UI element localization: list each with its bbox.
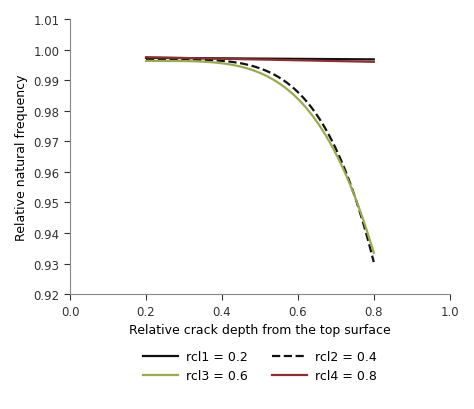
X-axis label: Relative crack depth from the top surface: Relative crack depth from the top surfac…	[129, 324, 391, 336]
Y-axis label: Relative natural frequency: Relative natural frequency	[15, 74, 28, 240]
Legend: rcl1 = 0.2, rcl3 = 0.6, rcl2 = 0.4, rcl4 = 0.8: rcl1 = 0.2, rcl3 = 0.6, rcl2 = 0.4, rcl4…	[143, 350, 377, 382]
